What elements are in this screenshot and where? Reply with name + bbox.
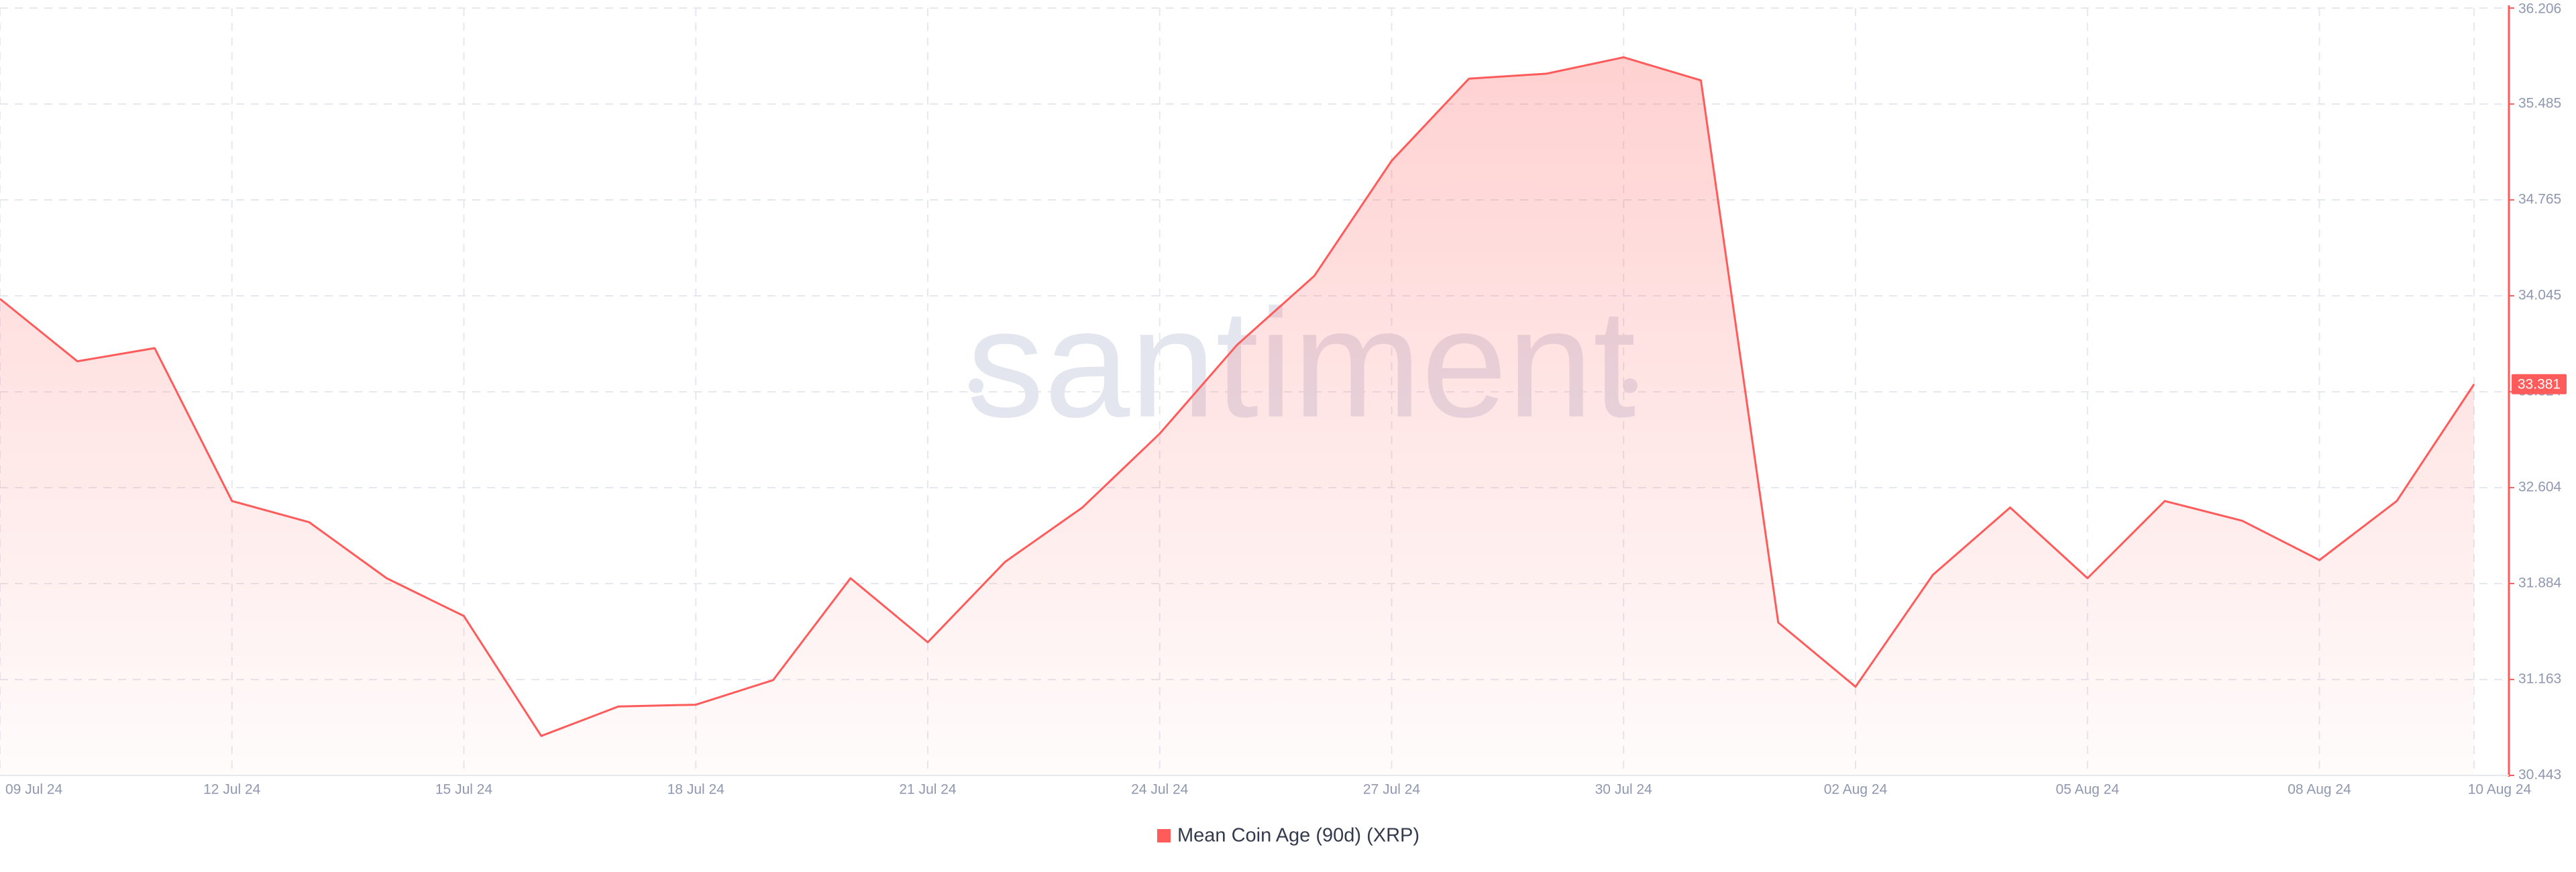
x-tick-label: 10 Aug 24 [2468,782,2532,798]
plot [0,56,2475,775]
x-tick-label: 08 Aug 24 [2288,782,2351,798]
x-tick-label: 21 Jul 24 [899,782,957,798]
x-tick-label: 15 Jul 24 [435,782,493,798]
legend-label[interactable]: Mean Coin Age (90d) (XRP) [1177,825,1419,847]
x-tick-label: 24 Jul 24 [1131,782,1189,798]
x-tick-label: 09 Jul 24 [5,782,63,798]
watermark-dot [969,378,983,393]
area [0,57,2474,775]
y-tick-label: 34.045 [2518,288,2561,303]
y-tick-label: 35.485 [2518,96,2561,111]
x-tick-label: 05 Aug 24 [2055,782,2119,798]
y-tick-label: 30.443 [2518,767,2561,783]
labels: 30.44331.16331.88432.60433.32434.04534.7… [0,1,2567,798]
last-value-label: 33.381 [2518,376,2561,392]
y-tick-label: 34.765 [2518,192,2561,207]
legend-swatch [1157,829,1171,842]
y-tick-label: 31.884 [2518,575,2562,590]
y-tick-label: 32.604 [2518,480,2562,495]
x-tick-label: 30 Jul 24 [1595,782,1653,798]
y-tick-label: 36.206 [2518,1,2561,17]
line [0,56,2475,737]
x-tick-label: 02 Aug 24 [1824,782,1888,798]
y-tick-label: 31.163 [2518,671,2561,687]
x-tick-label: 12 Jul 24 [203,782,261,798]
last-value-badge [2512,374,2567,394]
x-tick-label: 27 Jul 24 [1363,782,1421,798]
x-tick-label: 18 Jul 24 [667,782,725,798]
